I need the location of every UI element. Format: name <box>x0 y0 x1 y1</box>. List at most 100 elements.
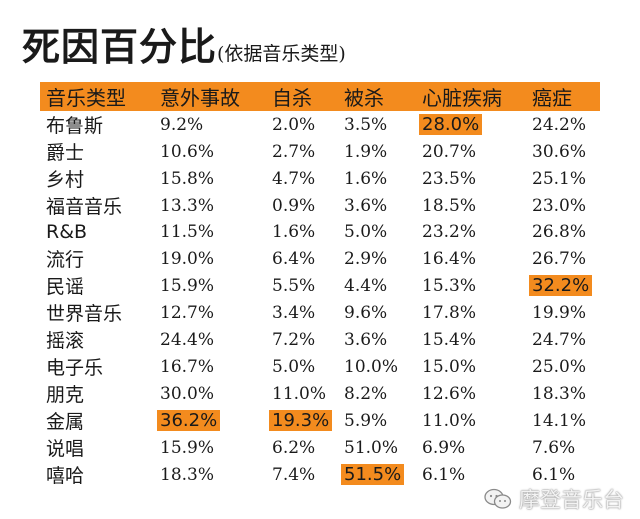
cell-suicide: 5.5% <box>272 275 316 296</box>
cell-suicide: 2.0% <box>272 114 316 135</box>
cell-heart-disease: 16.4% <box>422 248 477 269</box>
cell-suicide: 6.2% <box>272 437 316 458</box>
cell-cancer: 25.1% <box>532 168 587 189</box>
watermark: 摩登音乐台 <box>483 485 624 513</box>
cell-heart-disease: 18.5% <box>422 195 477 216</box>
highlighted-value: 36.2% <box>157 410 221 432</box>
table-row: 嘻哈 18.3% 7.4% 51.5% 6.1% 6.1% <box>40 461 600 488</box>
cell-cancer: 14.1% <box>532 410 587 431</box>
cell-accident: 24.4% <box>160 329 215 350</box>
cell-cancer: 30.6% <box>532 141 587 162</box>
cell-suicide: 5.0% <box>272 356 316 377</box>
table-body: 布鲁斯 9.2% 2.0% 3.5% 28.0% 24.2% 爵士 10.6% 2.7% 1.9%… <box>40 111 600 488</box>
table-row: 摇滚 24.4% 7.2% 3.6% 15.4% 24.7% <box>40 326 600 353</box>
cell-accident: 15.9% <box>160 437 215 458</box>
chart-title: 死因百分比 <box>22 24 218 69</box>
highlighted-value: 19.3% <box>269 410 333 432</box>
cell-suicide: 0.9% <box>272 195 316 216</box>
highlighted-value: 28.0% <box>419 114 483 135</box>
data-table-container: 音乐类型 意外事故 自杀 被杀 心脏疾病 癌症 布鲁斯 9.2% 2.0% 3.5% 2… <box>40 82 600 488</box>
cell-accident: 10.6% <box>160 141 215 162</box>
column-header-heart-disease: 心脏疾病 <box>416 82 526 111</box>
table-row: 爵士 10.6% 2.7% 1.9% 20.7% 30.6% <box>40 138 600 165</box>
chart-subtitle: (依据音乐类型) <box>217 43 346 65</box>
watermark-text: 摩登音乐台 <box>519 488 624 512</box>
genre-cell: 世界音乐 <box>46 303 123 326</box>
table-row: 金属 36.2% 19.3% 5.9% 11.0% 14.1% <box>40 407 600 434</box>
cell-accident: 12.7% <box>160 302 215 323</box>
genre-cell: 摇滚 <box>46 330 85 353</box>
cell-cancer: 26.7% <box>532 248 587 269</box>
cell-heart-disease: 15.0% <box>422 356 477 377</box>
cell-suicide: 7.2% <box>272 329 316 350</box>
table-row: 说唱 15.9% 6.2% 51.0% 6.9% 7.6% <box>40 434 600 461</box>
genre-cell: R&B <box>46 221 88 244</box>
column-header-suicide: 自杀 <box>266 82 338 111</box>
cell-homicide: 10.0% <box>344 356 399 377</box>
cell-homicide: 3.6% <box>344 329 388 350</box>
cell-accident: 13.3% <box>160 195 215 216</box>
cell-suicide: 6.4% <box>272 248 316 269</box>
cell-homicide: 5.9% <box>344 410 388 431</box>
cell-cancer: 32.2% <box>526 272 600 299</box>
cell-cancer: 7.6% <box>532 437 576 458</box>
cell-suicide: 1.6% <box>272 222 316 243</box>
cell-homicide: 51.5% <box>338 461 416 488</box>
table-row: 乡村 15.8% 4.7% 1.6% 23.5% 25.1% <box>40 165 600 192</box>
table-row: 福音音乐 13.3% 0.9% 3.6% 18.5% 23.0% <box>40 192 600 219</box>
death-cause-table: 音乐类型 意外事故 自杀 被杀 心脏疾病 癌症 布鲁斯 9.2% 2.0% 3.5% 2… <box>40 82 600 488</box>
cell-heart-disease: 20.7% <box>422 141 477 162</box>
cell-homicide: 3.5% <box>344 114 388 135</box>
cell-accident: 19.0% <box>160 248 215 269</box>
wechat-bubbles-icon <box>484 488 512 509</box>
cell-accident: 15.8% <box>160 168 215 189</box>
cell-homicide: 1.9% <box>344 141 388 162</box>
genre-cell: 福音音乐 <box>46 196 123 218</box>
cell-accident: 15.9% <box>160 275 215 296</box>
cell-homicide: 9.6% <box>344 302 388 323</box>
table-row: R&B 11.5% 1.6% 5.0% 23.2% 26.8% <box>40 219 600 245</box>
cell-suicide: 7.4% <box>272 464 316 485</box>
genre-cell: 流行 <box>46 249 85 272</box>
cell-heart-disease: 11.0% <box>422 410 477 431</box>
cell-heart-disease: 6.1% <box>422 464 466 485</box>
genre-cell: 金属 <box>46 411 85 434</box>
highlighted-value: 51.5% <box>341 464 405 486</box>
genre-cell: 乡村 <box>46 169 85 191</box>
cell-accident: 36.2% <box>154 407 266 434</box>
cell-homicide: 4.4% <box>344 275 388 296</box>
cell-accident: 16.7% <box>160 356 215 377</box>
cell-accident: 18.3% <box>160 464 215 485</box>
cell-cancer: 25.0% <box>532 356 587 377</box>
cell-cancer: 23.0% <box>532 195 587 216</box>
cell-suicide: 4.7% <box>272 168 316 189</box>
header-row: 音乐类型 意外事故 自杀 被杀 心脏疾病 癌症 <box>40 82 600 111</box>
cell-heart-disease: 15.4% <box>422 329 477 350</box>
cell-suicide: 2.7% <box>272 141 316 162</box>
cell-heart-disease: 6.9% <box>422 437 466 458</box>
genre-cell: 嘻哈 <box>46 465 85 488</box>
cell-homicide: 8.2% <box>344 383 388 404</box>
genre-cell: 朋克 <box>46 384 85 407</box>
cell-homicide: 3.6% <box>344 195 388 216</box>
cell-suicide: 19.3% <box>266 407 338 434</box>
cell-heart-disease: 12.6% <box>422 383 477 404</box>
table-row: 布鲁斯 9.2% 2.0% 3.5% 28.0% 24.2% <box>40 111 600 138</box>
cell-cancer: 6.1% <box>532 464 576 485</box>
cell-suicide: 11.0% <box>272 383 327 404</box>
chart-title-block: 死因百分比 (依据音乐类型) <box>22 16 346 69</box>
cell-heart-disease: 23.2% <box>422 222 477 243</box>
cell-heart-disease: 17.8% <box>422 302 477 323</box>
table-row: 民谣 15.9% 5.5% 4.4% 15.3% 32.2% <box>40 272 600 299</box>
column-header-homicide: 被杀 <box>338 82 416 111</box>
genre-cell: 电子乐 <box>46 357 104 380</box>
cell-cancer: 18.3% <box>532 383 587 404</box>
cell-cancer: 24.7% <box>532 329 587 350</box>
table-row: 电子乐 16.7% 5.0% 10.0% 15.0% 25.0% <box>40 353 600 380</box>
cell-homicide: 51.0% <box>344 437 399 458</box>
cell-heart-disease: 15.3% <box>422 275 477 296</box>
column-header-genre: 音乐类型 <box>40 82 154 111</box>
highlighted-value: 32.2% <box>529 275 593 297</box>
column-header-accident: 意外事故 <box>154 82 266 111</box>
cell-heart-disease: 28.0% <box>416 111 526 138</box>
